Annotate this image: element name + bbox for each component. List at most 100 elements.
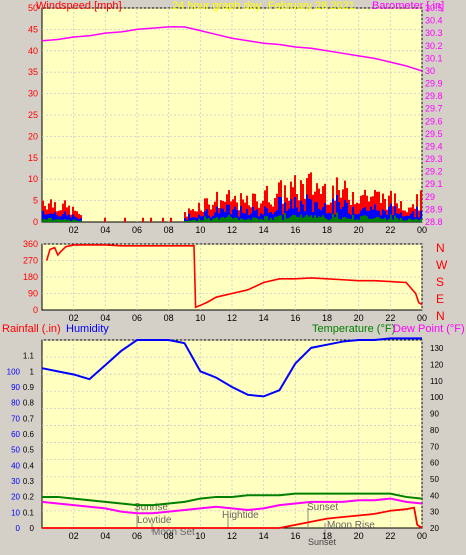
wind-low-bar: [316, 217, 318, 222]
chart-title: 24 hour graph day: [172, 0, 262, 12]
wind-avg-bar: [232, 209, 234, 222]
wind-low-bar: [198, 218, 200, 222]
wind-avg-bar: [284, 202, 286, 222]
wind-avg-bar: [46, 214, 48, 222]
baro-y-tick-label: 29.4: [425, 141, 443, 151]
wind-low-bar: [50, 218, 52, 222]
wind-avg-bar: [394, 206, 396, 222]
x-tick-label: 02: [69, 531, 79, 541]
wind-low-bar: [288, 217, 290, 222]
wind-avg-bar: [352, 206, 354, 222]
x-tick-label: 08: [164, 531, 174, 541]
wind-low-bar: [216, 217, 218, 222]
wind-low-bar: [252, 217, 254, 222]
wind-avg-bar: [256, 209, 258, 222]
rain-y-tick-label: 0.9: [23, 383, 35, 392]
wind-gust-bar: [384, 199, 386, 222]
wind-low-bar: [278, 215, 280, 222]
wind-avg-bar: [206, 209, 208, 222]
dewpoint-label: Dew Point (°F): [393, 323, 465, 335]
wind-gust-bar: [266, 185, 268, 222]
wind-low-bar: [202, 220, 204, 222]
sunset-axis-label: Sunset: [308, 537, 337, 547]
wind-avg-bar: [384, 210, 386, 222]
wind-avg-bar: [298, 211, 300, 222]
wind-low-bar: [282, 219, 284, 222]
wind-gust-bar: [308, 173, 310, 222]
wind-y-tick-label: 30: [28, 89, 38, 99]
wind-avg-bar: [266, 208, 268, 222]
wind-y-tick-label: 20: [28, 131, 38, 141]
wind-avg-bar: [364, 207, 366, 222]
wind-low-bar: [382, 219, 384, 222]
wind-avg-bar: [390, 203, 392, 222]
wind-gust-bar: [142, 217, 144, 222]
x-tick-label: 16: [290, 531, 300, 541]
x-tick-label: 14: [259, 531, 269, 541]
wind-gust-bar: [200, 210, 202, 222]
wind-low-bar: [190, 220, 192, 222]
humidity-y-tick-label: 20: [11, 493, 20, 502]
wind-gust-bar: [396, 203, 398, 222]
wind-gust-bar: [304, 198, 306, 222]
compass-letter: N: [436, 241, 445, 255]
wind-gust-bar: [372, 196, 374, 222]
wind-avg-bar: [68, 214, 70, 222]
temp-y-tick-label: 40: [430, 491, 439, 500]
wind-low-bar: [46, 219, 48, 222]
hightide-label: Hightide: [222, 510, 259, 521]
wind-gust-bar: [402, 210, 404, 222]
wind-gust-bar: [350, 205, 352, 222]
wind-gust-bar: [282, 203, 284, 222]
temp-y-tick-label: 130: [430, 344, 444, 353]
wind-avg-bar: [184, 217, 186, 222]
wind-low-bar: [262, 219, 264, 222]
wind-gust-bar: [244, 202, 246, 222]
rain-y-tick-label: 0.6: [23, 430, 35, 439]
wind-avg-bar: [370, 206, 372, 222]
wind-low-bar: [184, 220, 186, 222]
wind-gust-bar: [68, 205, 70, 222]
wind-low-bar: [302, 217, 304, 222]
wind-avg-bar: [406, 215, 408, 222]
wind-low-bar: [274, 216, 276, 222]
wind-low-bar: [52, 220, 54, 222]
wind-low-bar: [232, 218, 234, 222]
wind-low-bar: [192, 220, 194, 222]
wind-avg-bar: [374, 204, 376, 222]
wind-gust-bar: [260, 203, 262, 222]
wind-avg-bar: [416, 206, 418, 222]
wind-avg-bar: [328, 212, 330, 222]
wind-low-bar: [286, 218, 288, 222]
x-tick-label: 18: [322, 313, 332, 323]
wind-low-bar: [370, 219, 372, 222]
moonset-label: Moon Set: [152, 527, 195, 538]
wind-gust-bar: [360, 195, 362, 222]
direction-y-tick-label: 90: [28, 289, 38, 299]
wind-gust-bar: [318, 188, 320, 222]
wind-low-bar: [328, 220, 330, 222]
wind-avg-bar: [272, 214, 274, 222]
wind-avg-bar: [290, 199, 292, 222]
wind-low-bar: [396, 217, 398, 222]
wind-avg-bar: [378, 210, 380, 222]
wind-avg-bar: [294, 197, 296, 222]
wind-gust-bar: [78, 213, 80, 222]
wind-low-bar: [280, 215, 282, 222]
wind-low-bar: [260, 218, 262, 222]
rain-y-tick-label: 0.8: [23, 399, 35, 408]
baro-y-tick-label: 29.6: [425, 116, 443, 126]
wind-y-tick-label: 5: [33, 196, 38, 206]
wind-avg-bar: [400, 212, 402, 222]
wind-gust-bar: [48, 203, 50, 222]
wind-low-bar: [44, 219, 46, 222]
wind-avg-bar: [66, 215, 68, 222]
wind-low-bar: [312, 217, 314, 222]
wind-gust-bar: [334, 200, 336, 222]
wind-low-bar: [394, 215, 396, 222]
wind-avg-bar: [236, 209, 238, 222]
wind-gust-bar: [330, 202, 332, 222]
wind-gust-bar: [210, 209, 212, 222]
rain-y-tick-label: 0: [30, 524, 35, 533]
